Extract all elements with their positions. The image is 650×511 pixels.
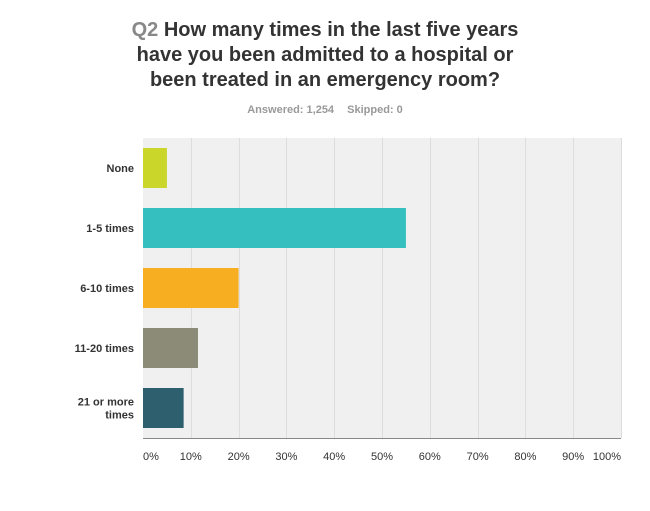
bar[interactable] [143, 388, 184, 428]
question-number: Q2 [131, 19, 159, 41]
title-line-2: have you been admitted to a hospital or [136, 44, 514, 66]
category-label: 21 or more times [78, 397, 134, 422]
tick-label: 80% [514, 451, 536, 463]
answered-count: Answered: 1,254 [247, 104, 335, 116]
tick-labels: 0% 10% 20% 30% 40% 50% 60% 70% 80% 90% 100% [143, 451, 621, 463]
bar[interactable] [143, 148, 167, 188]
bar[interactable] [143, 268, 239, 308]
skipped-count: Skipped: 0 [347, 104, 403, 116]
tick-label: 50% [371, 451, 393, 463]
tick-label: 30% [275, 451, 297, 463]
response-stats: Answered: 1,254 Skipped: 0 [0, 104, 650, 116]
category-label: 11-20 times [75, 343, 134, 355]
category-label: None [107, 163, 135, 175]
category-label: 6-10 times [80, 283, 134, 295]
tick-label: 100% [593, 451, 621, 463]
tick-label: 90% [562, 451, 584, 463]
category-label: 1-5 times [86, 223, 134, 235]
question-title: Q2 How many times in the last five years… [0, 18, 650, 93]
tick-label: 10% [180, 451, 202, 463]
tick-label: 40% [323, 451, 345, 463]
category-labels: None 1-5 times 6-10 times 11-20 times 21 or … [75, 163, 134, 422]
bar[interactable] [143, 328, 198, 368]
tick-label: 70% [467, 451, 489, 463]
bars [143, 148, 406, 428]
bar[interactable] [143, 208, 406, 248]
tick-label: 20% [228, 451, 250, 463]
title-line-3: been treated in an emergency room? [149, 69, 501, 91]
tick-label: 0% [143, 451, 159, 463]
tick-label: 60% [419, 451, 441, 463]
title-line-1: Q2 How many times in the last five years [131, 19, 519, 41]
